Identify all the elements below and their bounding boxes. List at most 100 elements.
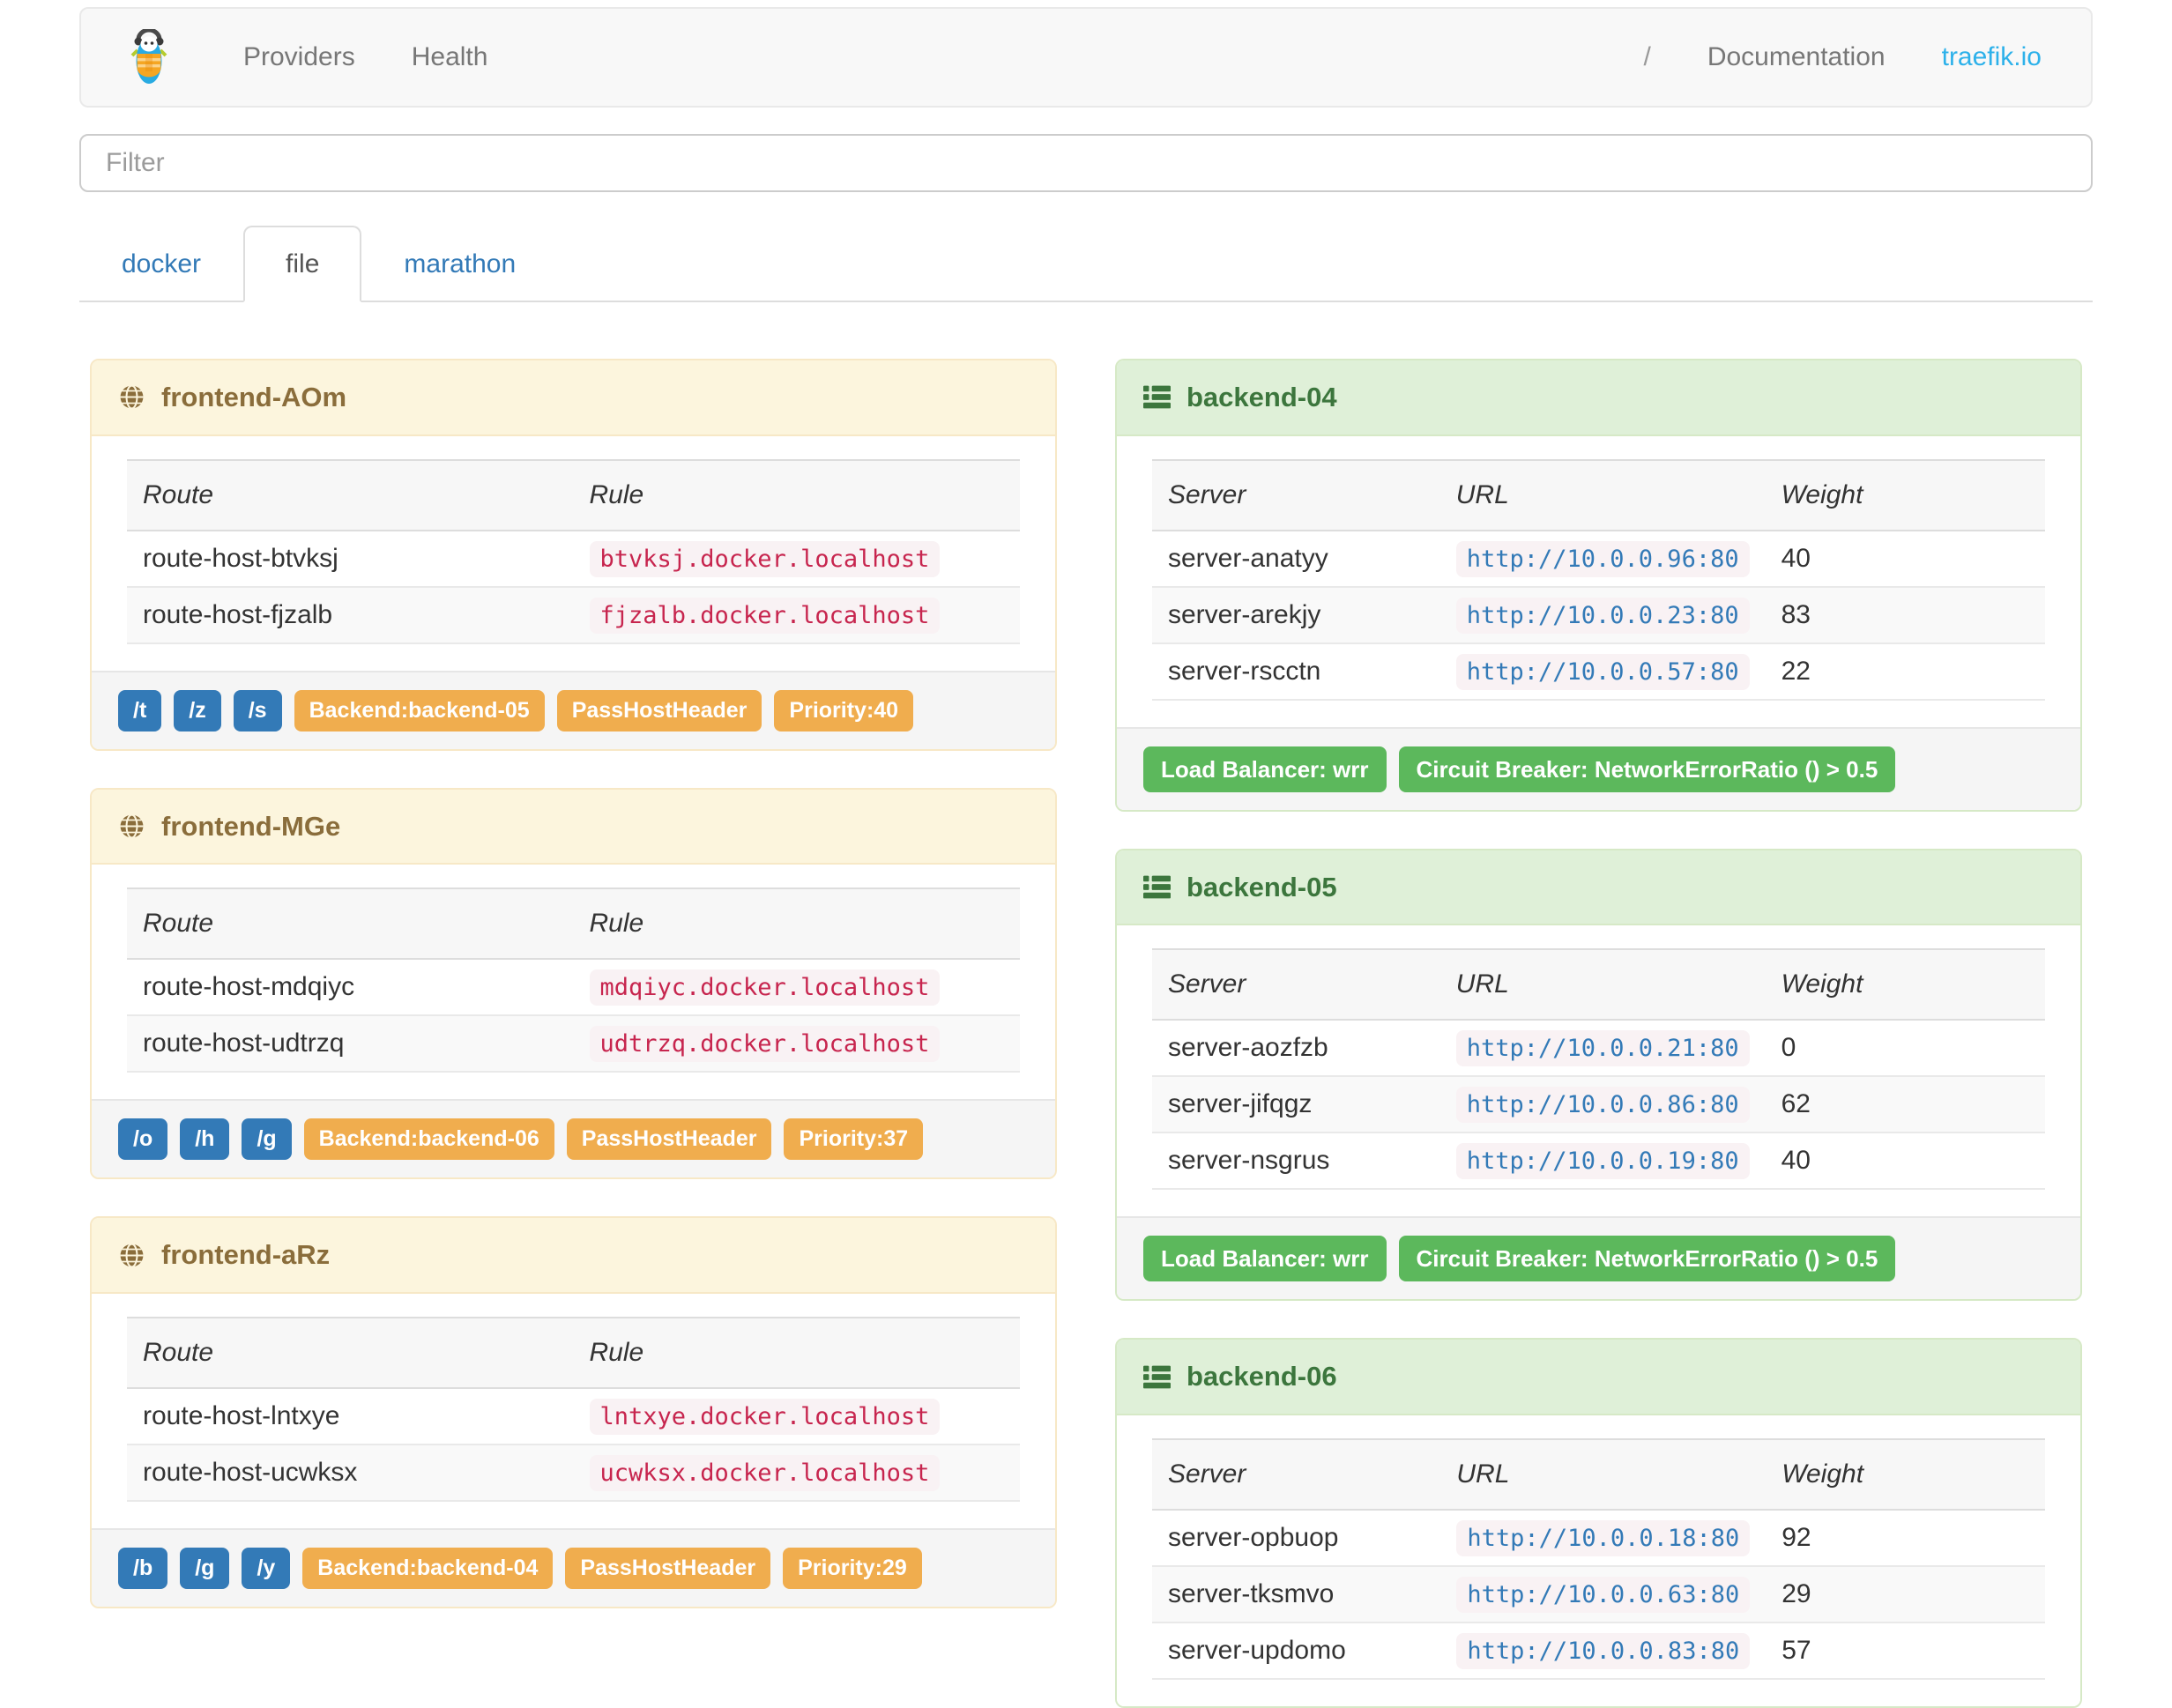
url-cell: http://10.0.0.96:80 xyxy=(1439,530,1766,588)
rule-code: ucwksx.docker.localhost xyxy=(589,1454,941,1491)
globe-icon xyxy=(118,383,145,411)
backend-panel-body: Server URL Weight server-opbuop http://10… xyxy=(1117,1415,2080,1706)
weight-cell: 62 xyxy=(1765,1076,2045,1134)
column-header-url: URL xyxy=(1440,1437,1767,1511)
backend-panel-header: backend-04 xyxy=(1117,360,2080,436)
rule-code: mdqiyc.docker.localhost xyxy=(589,969,941,1006)
table-header-row: Route Rule xyxy=(127,458,1020,531)
table-row: server-arekjy http://10.0.0.23:80 83 xyxy=(1152,586,2045,644)
config-badge: Priority:37 xyxy=(784,1118,924,1161)
backend-panel: backend-06 Server URL Weight server-opbu… xyxy=(1115,1338,2082,1708)
url-cell: http://10.0.0.23:80 xyxy=(1439,586,1766,644)
routes-table: Route Rule route-host-mdqiyc mdqiyc.docke… xyxy=(127,887,1020,1073)
tab-file[interactable]: file xyxy=(243,226,362,302)
nav-link-traefik-site[interactable]: traefik.io xyxy=(1941,42,2042,71)
tab-docker[interactable]: docker xyxy=(122,249,202,278)
backend-panel: backend-05 Server URL Weight server-aozf… xyxy=(1115,848,2082,1302)
weight-cell: 83 xyxy=(1765,586,2045,644)
column-header-rule: Rule xyxy=(573,1316,1020,1389)
server-url-link[interactable]: http://10.0.0.21:80 xyxy=(1455,1030,1750,1067)
server-cell: server-nsgrus xyxy=(1152,1132,1440,1191)
route-cell: route-host-lntxye xyxy=(127,1387,574,1445)
route-cell: route-host-fjzalb xyxy=(127,586,574,644)
nav-link-documentation[interactable]: Documentation xyxy=(1707,42,1886,71)
server-url-link[interactable]: http://10.0.0.96:80 xyxy=(1455,540,1750,577)
frontend-panel-header: frontend-AOm xyxy=(92,360,1055,436)
server-url-link[interactable]: http://10.0.0.86:80 xyxy=(1455,1087,1750,1124)
config-badge: Priority:40 xyxy=(774,689,914,731)
rule-code: btvksj.docker.localhost xyxy=(589,540,941,577)
backend-config-badge: Load Balancer: wrr xyxy=(1143,1236,1387,1282)
panel-footer: /o/h/g Backend:backend-06 PassHostHeader Pr… xyxy=(92,1099,1055,1178)
route-cell: route-host-btvksj xyxy=(127,530,574,588)
table-row: server-rscctn http://10.0.0.57:80 22 xyxy=(1152,642,2045,701)
frontend-panel-header: frontend-aRz xyxy=(92,1218,1055,1294)
backend-config-badge: Circuit Breaker: NetworkErrorRatio () > … xyxy=(1398,746,1896,792)
table-header-row: Server URL Weight xyxy=(1152,1437,2045,1511)
table-row: server-updomo http://10.0.0.83:80 57 xyxy=(1152,1622,2045,1680)
rule-code: lntxye.docker.localhost xyxy=(589,1398,941,1435)
config-badge: Backend:backend-04 xyxy=(302,1547,554,1589)
backend-panel: backend-04 Server URL Weight server-anat… xyxy=(1115,359,2082,812)
column-header-route: Route xyxy=(127,887,574,961)
path-badge: /b xyxy=(118,1547,168,1589)
nav-link-providers[interactable]: Providers xyxy=(243,42,355,71)
server-cell: server-tksmvo xyxy=(1152,1565,1441,1623)
provider-tabs: docker file marathon xyxy=(79,226,2093,302)
url-cell: http://10.0.0.83:80 xyxy=(1440,1622,1767,1680)
table-row: route-host-ucwksx ucwksx.docker.localhost xyxy=(127,1444,1020,1502)
config-badge: Priority:29 xyxy=(783,1547,922,1589)
frontend-panel-body: Route Rule route-host-btvksj btvksj.docke… xyxy=(92,435,1055,671)
navbar: Providers Health / Documentation traefik… xyxy=(79,7,2093,108)
config-badge: PassHostHeader xyxy=(556,689,762,731)
server-url-link[interactable]: http://10.0.0.18:80 xyxy=(1456,1519,1751,1556)
server-cell: server-opbuop xyxy=(1152,1509,1441,1567)
server-url-link[interactable]: http://10.0.0.57:80 xyxy=(1455,653,1750,690)
frontend-panel-body: Route Rule route-host-lntxye lntxye.docke… xyxy=(92,1293,1055,1528)
table-row: server-jifqgz http://10.0.0.86:80 62 xyxy=(1152,1076,2045,1134)
server-url-link[interactable]: http://10.0.0.19:80 xyxy=(1455,1143,1750,1180)
filter-input[interactable] xyxy=(79,134,2093,192)
config-badge: Backend:backend-05 xyxy=(294,689,545,731)
config-badge: PassHostHeader xyxy=(566,1118,772,1161)
weight-cell: 29 xyxy=(1766,1565,2045,1623)
rule-cell: lntxye.docker.localhost xyxy=(573,1387,1020,1445)
weight-cell: 0 xyxy=(1765,1020,2045,1078)
server-cell: server-jifqgz xyxy=(1152,1076,1440,1134)
table-row: route-host-lntxye lntxye.docker.localhost xyxy=(127,1387,1020,1445)
panel-title: backend-06 xyxy=(1186,1361,1337,1392)
server-url-link[interactable]: http://10.0.0.23:80 xyxy=(1455,597,1750,634)
tab-marathon[interactable]: marathon xyxy=(404,249,517,278)
weight-cell: 92 xyxy=(1766,1509,2045,1567)
panel-title: frontend-MGe xyxy=(161,810,341,842)
column-header-rule: Rule xyxy=(573,887,1020,961)
main-content: frontend-AOm Route Rule route-host-btvks… xyxy=(79,359,2093,1708)
table-header-row: Route Rule xyxy=(127,1316,1020,1389)
backend-config-badge: Load Balancer: wrr xyxy=(1143,746,1387,792)
path-badge: /t xyxy=(118,689,162,731)
panel-title: backend-05 xyxy=(1186,871,1337,902)
rule-cell: btvksj.docker.localhost xyxy=(573,530,1020,588)
column-header-route: Route xyxy=(127,458,574,531)
server-url-link[interactable]: http://10.0.0.63:80 xyxy=(1456,1576,1751,1613)
column-header-weight: Weight xyxy=(1765,948,2045,1021)
servers-table: Server URL Weight server-opbuop http://10… xyxy=(1152,1437,2045,1680)
rule-cell: udtrzq.docker.localhost xyxy=(573,1015,1020,1073)
path-badge: /o xyxy=(118,1118,168,1161)
frontend-panel: frontend-MGe Route Rule route-host-mdqiy… xyxy=(90,787,1057,1180)
server-cell: server-arekjy xyxy=(1152,586,1440,644)
column-header-weight: Weight xyxy=(1765,458,2045,531)
table-row: server-opbuop http://10.0.0.18:80 92 xyxy=(1152,1509,2045,1567)
path-badge: /h xyxy=(180,1118,230,1161)
table-row: server-anatyy http://10.0.0.96:80 40 xyxy=(1152,530,2045,588)
url-cell: http://10.0.0.19:80 xyxy=(1439,1132,1766,1191)
table-row: route-host-fjzalb fjzalb.docker.localhost xyxy=(127,586,1020,644)
server-url-link[interactable]: http://10.0.0.83:80 xyxy=(1456,1632,1751,1669)
table-row: server-aozfzb http://10.0.0.21:80 0 xyxy=(1152,1020,2045,1078)
table-row: route-host-mdqiyc mdqiyc.docker.localhost xyxy=(127,959,1020,1017)
traefik-logo[interactable] xyxy=(130,29,167,85)
panel-footer: Load Balancer: wrr Circuit Breaker: Netwo… xyxy=(1117,1216,2080,1300)
panel-footer: Load Balancer: wrr Circuit Breaker: Netwo… xyxy=(1117,726,2080,810)
table-row: server-tksmvo http://10.0.0.63:80 29 xyxy=(1152,1565,2045,1623)
nav-link-health[interactable]: Health xyxy=(411,42,488,71)
